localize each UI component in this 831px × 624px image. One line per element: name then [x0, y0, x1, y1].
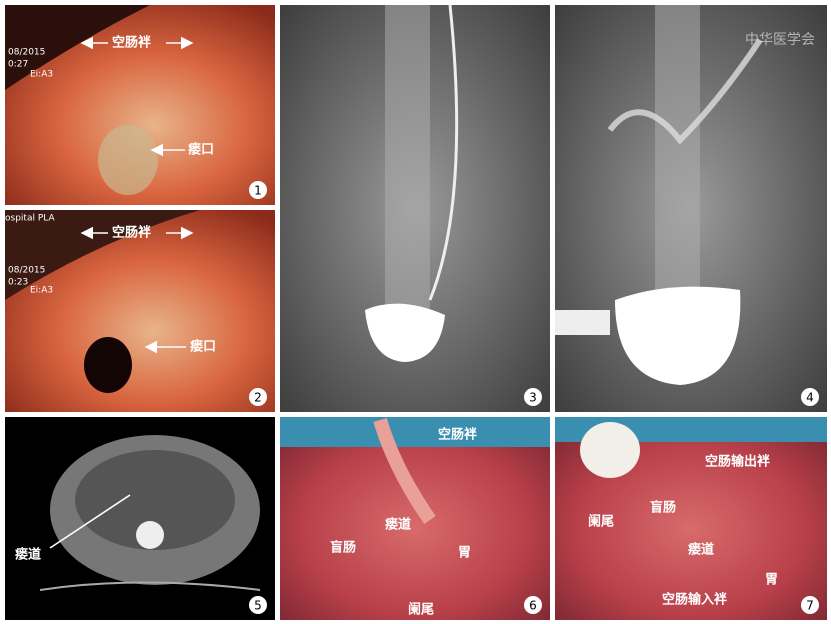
- abdomen: [75, 450, 235, 550]
- panel-number: 3: [529, 391, 537, 405]
- label: 瘘道: [385, 517, 411, 533]
- number-badge: [801, 596, 819, 614]
- fistula-opening: [84, 337, 132, 393]
- label: 瘘口: [190, 339, 216, 355]
- contrast: [615, 286, 741, 385]
- panel-number: 7: [806, 599, 814, 613]
- fistula-area: [98, 125, 158, 195]
- table: [39, 581, 261, 591]
- number-badge: [524, 596, 542, 614]
- label: 瘘道: [688, 542, 714, 558]
- bowel: [373, 417, 436, 525]
- label: 空肠输出袢: [705, 454, 770, 470]
- number-badge: [249, 181, 267, 199]
- label: 盲肠: [650, 500, 676, 516]
- number-badge: [249, 388, 267, 406]
- overlay-text: ospital PLA: [5, 214, 55, 224]
- contrast-bowel: [607, 38, 763, 145]
- label: 阑尾: [588, 514, 614, 530]
- label: 瘘道: [15, 547, 41, 563]
- panel-number: 4: [806, 391, 814, 405]
- overlay-text: 0:27: [8, 60, 28, 70]
- label: 空肠袢: [112, 35, 151, 51]
- drape: [280, 417, 550, 447]
- overlay-text: 08/2015: [8, 266, 45, 276]
- panel-number: 2: [254, 391, 262, 405]
- panel-2: ospital PLA 08/2015 0:23 Ei:A3 空肠袢 瘘口 2: [5, 210, 275, 412]
- shadow: [5, 5, 150, 90]
- panel-3: 3: [280, 4, 550, 412]
- panel-4: 中华医学会 4: [555, 5, 827, 412]
- pointer: [49, 494, 131, 549]
- shadow: [5, 210, 200, 300]
- watermark: 中华医学会: [745, 32, 815, 48]
- contrast: [555, 310, 610, 335]
- overlay-text: 0:23: [8, 278, 28, 288]
- tube: [428, 4, 459, 301]
- number-badge: [249, 596, 267, 614]
- overlay-text: Ei:A3: [30, 70, 53, 80]
- label: 空肠输入袢: [662, 592, 727, 608]
- surgery-image: [280, 417, 550, 620]
- spine: [655, 5, 700, 305]
- number-badge: [801, 388, 819, 406]
- label: 胃: [458, 546, 471, 561]
- label: 阑尾: [408, 602, 434, 618]
- label: 盲肠: [330, 540, 356, 556]
- panel-1: 08/2015 0:27 Ei:A3 空肠袢 瘘口 1: [5, 5, 275, 205]
- panel-7: 空肠输出袢 阑尾 盲肠 瘘道 胃 空肠输入袢 7: [555, 417, 827, 620]
- contrast: [365, 303, 445, 362]
- label: 胃: [765, 573, 778, 588]
- overlay-text: Ei:A3: [30, 286, 53, 296]
- number-badge: [524, 388, 542, 406]
- spine: [385, 5, 430, 315]
- panel-number: 6: [529, 599, 537, 613]
- panel-6: 空肠袢 瘘道 盲肠 胃 阑尾 6: [280, 417, 550, 620]
- glove: [580, 422, 640, 478]
- label: 空肠袢: [438, 427, 477, 443]
- panel-number: 1: [254, 184, 262, 198]
- label: 空肠袢: [112, 225, 151, 241]
- overlay-text: 08/2015: [8, 48, 45, 58]
- panel-number: 5: [254, 599, 262, 613]
- panel-5: 瘘道 5: [5, 417, 275, 620]
- label: 瘘口: [188, 142, 214, 158]
- vertebra: [136, 521, 164, 549]
